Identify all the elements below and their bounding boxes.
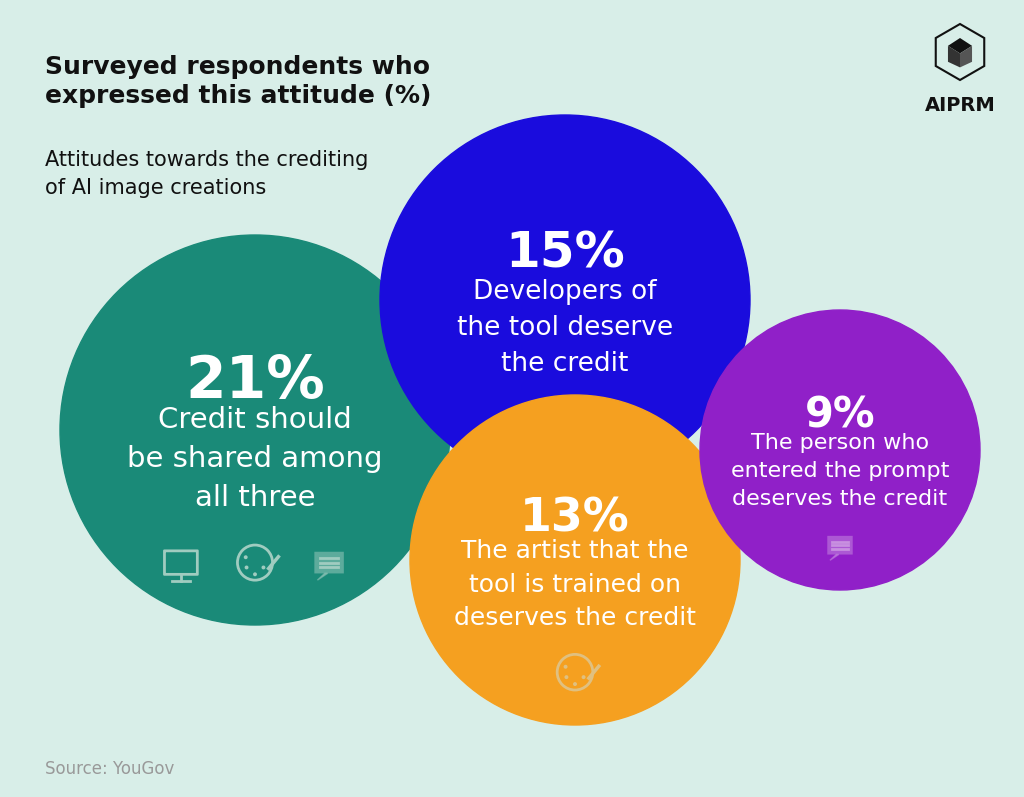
Circle shape	[573, 682, 577, 686]
Circle shape	[563, 665, 567, 669]
Text: Developers of
the tool deserve
the credit: Developers of the tool deserve the credi…	[457, 279, 673, 377]
Circle shape	[253, 572, 257, 576]
Circle shape	[245, 566, 249, 569]
Circle shape	[380, 115, 750, 485]
Text: Surveyed respondents who
expressed this attitude (%): Surveyed respondents who expressed this …	[45, 55, 431, 108]
Circle shape	[700, 310, 980, 590]
Polygon shape	[829, 555, 839, 560]
Circle shape	[564, 675, 568, 679]
Polygon shape	[961, 46, 972, 68]
Polygon shape	[948, 38, 972, 53]
Text: 13%: 13%	[520, 497, 630, 541]
Text: 9%: 9%	[805, 394, 876, 436]
Circle shape	[60, 235, 450, 625]
Polygon shape	[317, 573, 328, 580]
Text: 15%: 15%	[505, 230, 625, 277]
Text: The artist that the
tool is trained on
deserves the credit: The artist that the tool is trained on d…	[454, 540, 696, 630]
Text: Credit should
be shared among
all three: Credit should be shared among all three	[127, 406, 383, 512]
Circle shape	[582, 675, 586, 679]
Circle shape	[244, 556, 248, 559]
FancyBboxPatch shape	[314, 552, 344, 574]
Text: Attitudes towards the crediting
of AI image creations: Attitudes towards the crediting of AI im…	[45, 150, 369, 198]
Circle shape	[410, 395, 740, 725]
Text: The person who
entered the prompt
deserves the credit: The person who entered the prompt deserv…	[731, 433, 949, 509]
Text: 21%: 21%	[185, 353, 325, 410]
Circle shape	[261, 566, 265, 569]
Text: AIPRM: AIPRM	[925, 96, 995, 115]
FancyBboxPatch shape	[827, 536, 853, 555]
Text: Source: YouGov: Source: YouGov	[45, 760, 174, 778]
Polygon shape	[948, 46, 961, 68]
